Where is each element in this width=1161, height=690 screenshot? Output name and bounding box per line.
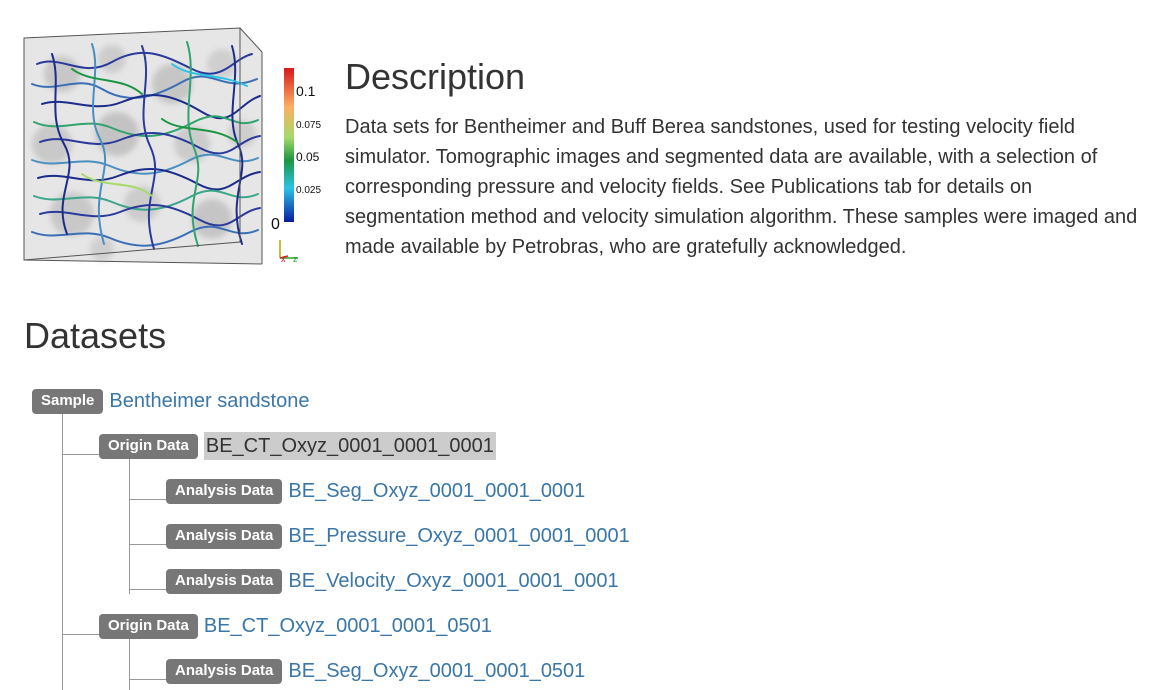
node-link[interactable]: BE_Seg_Oxyz_0001_0001_0501 [288, 660, 586, 682]
tree-connector [62, 634, 100, 635]
tree-connector [62, 414, 63, 690]
axis-label-x: x [281, 254, 286, 264]
colorbar-tick-label: 0.075 [296, 120, 321, 131]
node-type-badge: Analysis Data [166, 568, 283, 594]
node-type-badge: Analysis Data [166, 523, 283, 549]
node-link[interactable]: BE_CT_Oxyz_0001_0001_0501 [203, 615, 492, 637]
tree-connector [129, 459, 130, 594]
colorbar-tick-label: 0.05 [296, 150, 320, 164]
tree-node-analysis-data[interactable]: Analysis Data BE_Velocity_Oxyz_0001_0001… [166, 567, 619, 595]
node-type-badge: Origin Data [99, 613, 198, 639]
node-type-badge: Analysis Data [166, 478, 283, 504]
tree-connector [129, 679, 167, 680]
node-link[interactable]: BE_Seg_Oxyz_0001_0001_0001 [288, 480, 586, 502]
streamline-render: 0.1 0.075 0.05 0.025 0 x z [23, 27, 321, 265]
tree-node-origin-data[interactable]: Origin Data BE_CT_Oxyz_0001_0001_0501 [99, 612, 492, 640]
tree-connector [62, 454, 100, 455]
tree-node-origin-data[interactable]: Origin Data BE_CT_Oxyz_0001_0001_0001 [99, 432, 496, 460]
tree-connector [129, 544, 167, 545]
tree-connector [129, 499, 167, 500]
node-type-badge: Analysis Data [166, 658, 283, 684]
velocity-streamline-figure: 0.1 0.075 0.05 0.025 0 x z [22, 24, 332, 269]
description-heading: Description [345, 56, 526, 97]
tree-node-sample[interactable]: Sample Bentheimer sandstone [32, 387, 310, 415]
node-type-badge: Origin Data [99, 433, 198, 459]
axis-label-z: z [293, 254, 298, 264]
tree-node-analysis-data[interactable]: Analysis Data BE_Seg_Oxyz_0001_0001_0001 [166, 477, 585, 505]
colorbar-tick-label: 0 [271, 216, 280, 233]
streamlines [31, 41, 261, 250]
node-link-selected[interactable]: BE_CT_Oxyz_0001_0001_0001 [203, 432, 496, 460]
tree-node-analysis-data[interactable]: Analysis Data BE_Seg_Oxyz_0001_0001_0501 [166, 657, 585, 685]
node-link[interactable]: BE_Velocity_Oxyz_0001_0001_0001 [288, 570, 619, 592]
node-type-badge: Sample [32, 388, 104, 414]
colorbar-tick-label: 0.025 [296, 185, 321, 196]
description-text: Data sets for Bentheimer and Buff Berea … [345, 116, 1138, 258]
tree-connector [129, 589, 167, 590]
colorbar [284, 68, 294, 222]
datasets-heading: Datasets [24, 315, 167, 356]
tree-node-analysis-data[interactable]: Analysis Data BE_Pressure_Oxyz_0001_0001… [166, 522, 630, 550]
volume-box-outline [23, 27, 263, 265]
orientation-axes: x z [279, 240, 298, 264]
tree-connector [129, 639, 130, 690]
node-link[interactable]: BE_Pressure_Oxyz_0001_0001_0001 [288, 525, 630, 547]
node-link[interactable]: Bentheimer sandstone [109, 390, 310, 412]
colorbar-tick-label: 0.1 [296, 83, 316, 99]
